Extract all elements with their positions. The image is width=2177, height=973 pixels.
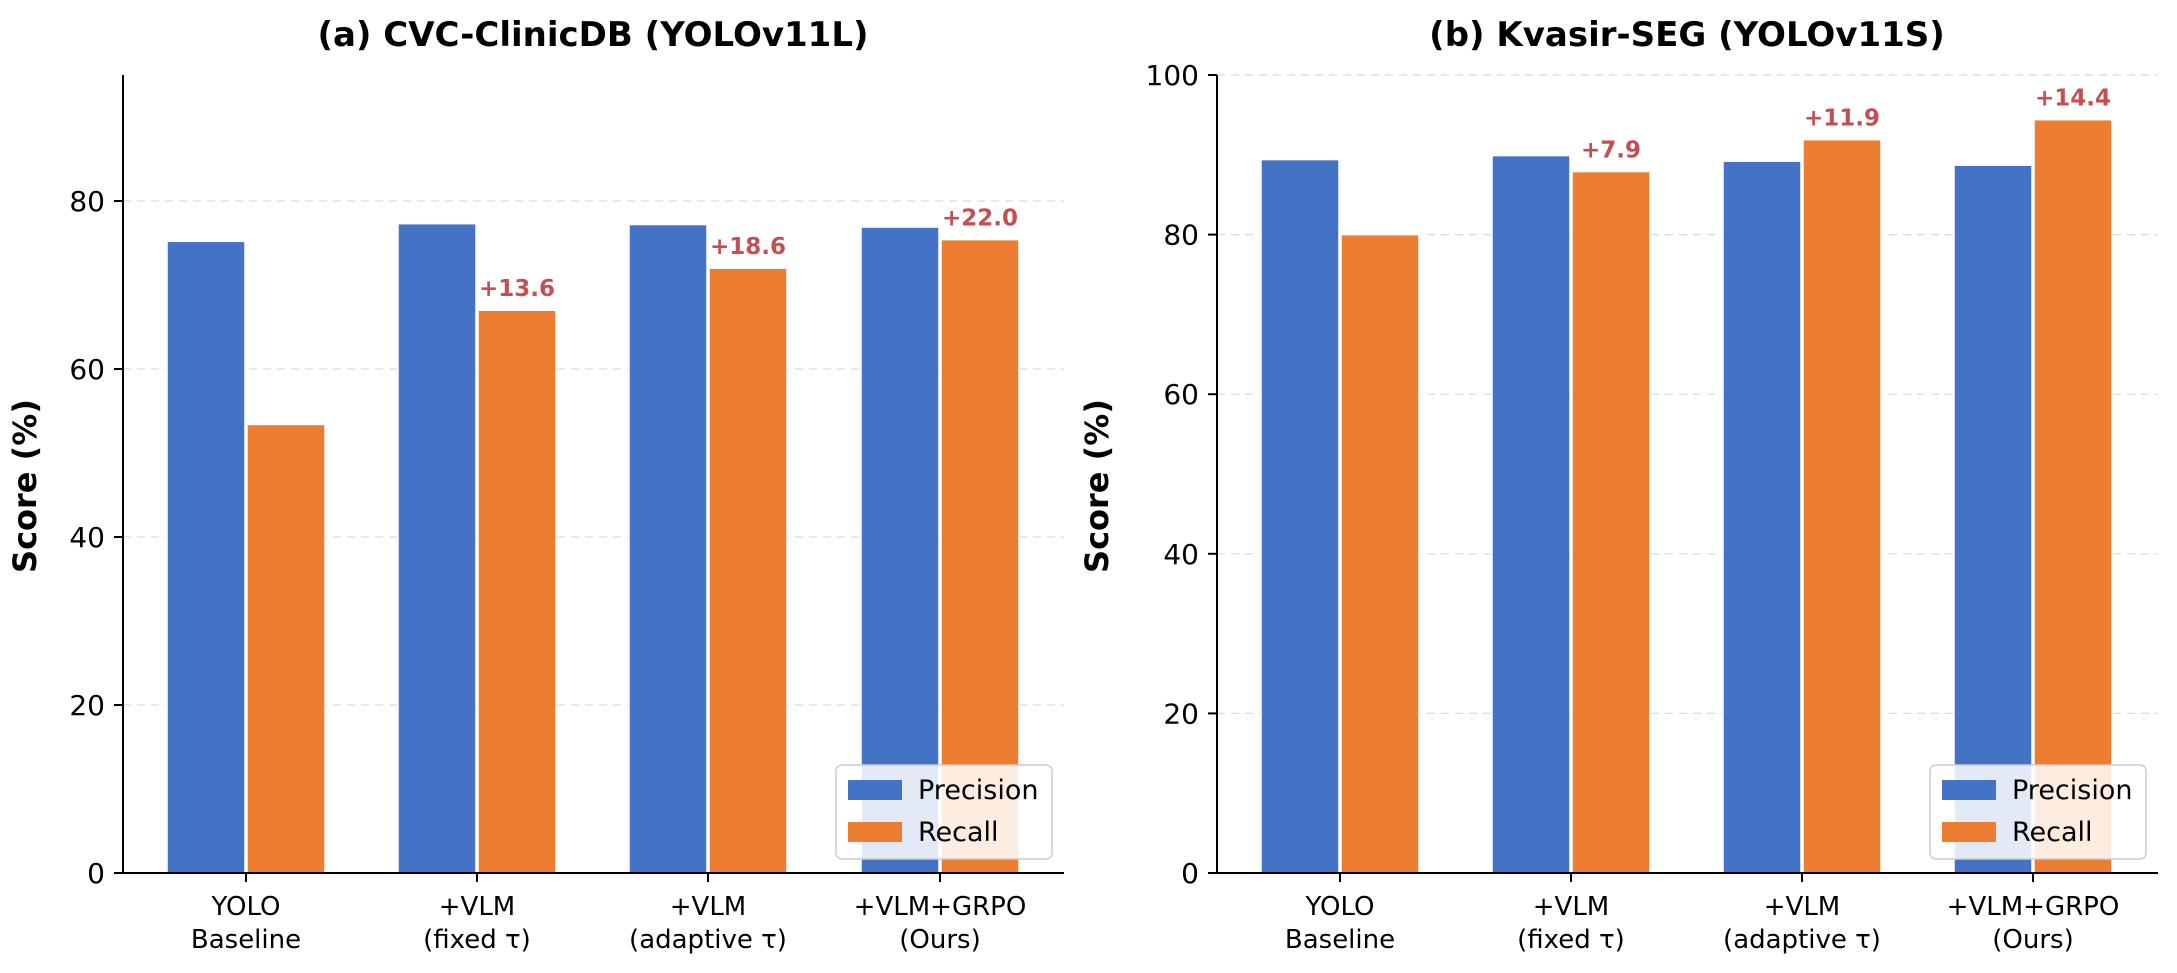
bar-precision bbox=[1260, 158, 1340, 874]
chart-title: (b) Kvasir-SEG (YOLOv11S) bbox=[1429, 15, 1945, 55]
legend-swatch bbox=[1942, 822, 1996, 842]
improvement-annotation: +7.9 bbox=[1581, 138, 1641, 164]
bar-recall bbox=[1571, 170, 1651, 874]
y-tick-label: 0 bbox=[1181, 857, 1199, 890]
bar-precision bbox=[628, 223, 708, 874]
panel-b: (b) Kvasir-SEG (YOLOv11S) Score (%) 0 20 40 6… bbox=[1078, 15, 2158, 955]
y-tick-label: 20 bbox=[1163, 697, 1199, 730]
panel-a: (a) CVC-ClinicDB (YOLOv11L) Score (%) 0 20 4… bbox=[6, 15, 1064, 955]
bar-precision bbox=[1953, 164, 2033, 874]
bar-recall bbox=[246, 423, 326, 874]
bar-recall bbox=[2033, 118, 2113, 874]
y-tick-label: 0 bbox=[87, 857, 105, 890]
x-tick-label: +VLM bbox=[670, 892, 747, 922]
bar-precision bbox=[1722, 160, 1802, 874]
legend: Precision Recall bbox=[1929, 764, 2147, 860]
x-tick-label: +VLM bbox=[1764, 892, 1841, 922]
x-tick-label: +VLM bbox=[439, 892, 516, 922]
y-tick-label: 100 bbox=[1146, 59, 1199, 92]
y-tick-label: 20 bbox=[69, 689, 105, 722]
bar-precision bbox=[166, 240, 246, 874]
x-tick-label: (fixed τ) bbox=[1517, 925, 1625, 955]
y-tick-label: 80 bbox=[69, 185, 105, 218]
bar-recall bbox=[1802, 138, 1882, 874]
improvement-annotation: +11.9 bbox=[1804, 106, 1880, 132]
x-tick-label: Baseline bbox=[191, 925, 301, 955]
improvement-annotation: +13.6 bbox=[479, 276, 555, 302]
x-tick-label: +VLM+GRPO bbox=[1947, 892, 2120, 922]
x-tick-label: +VLM+GRPO bbox=[854, 892, 1027, 922]
x-tick-label: YOLO bbox=[211, 892, 281, 922]
y-tick-label: 40 bbox=[1163, 538, 1199, 571]
improvement-annotation: +22.0 bbox=[942, 206, 1018, 232]
legend-label: Precision bbox=[2012, 775, 2132, 806]
bar-precision bbox=[1491, 154, 1571, 874]
legend-label: Recall bbox=[918, 817, 999, 848]
x-tick-label: (adaptive τ) bbox=[1723, 925, 1881, 955]
legend: Precision Recall bbox=[835, 764, 1053, 860]
legend-label: Recall bbox=[2012, 817, 2093, 848]
legend-label: Precision bbox=[918, 775, 1038, 806]
x-tick-label: Baseline bbox=[1285, 925, 1395, 955]
y-tick-label: 60 bbox=[1163, 378, 1199, 411]
chart-title: (a) CVC-ClinicDB (YOLOv11L) bbox=[317, 15, 868, 55]
x-tick-label: (adaptive τ) bbox=[629, 925, 787, 955]
bar-recall bbox=[708, 267, 788, 874]
y-axis-label: Score (%) bbox=[6, 399, 44, 573]
legend-swatch bbox=[1942, 780, 1996, 800]
bar-recall bbox=[1340, 233, 1420, 874]
x-tick-label: YOLO bbox=[1305, 892, 1375, 922]
y-tick-label: 60 bbox=[69, 353, 105, 386]
improvement-annotation: +14.4 bbox=[2035, 86, 2111, 112]
y-tick-label: 80 bbox=[1163, 219, 1199, 252]
improvement-annotation: +18.6 bbox=[710, 234, 786, 260]
x-tick-label: +VLM bbox=[1533, 892, 1610, 922]
bar-precision bbox=[397, 222, 477, 874]
legend-swatch bbox=[848, 780, 902, 800]
x-tick-label: (Ours) bbox=[899, 925, 980, 955]
x-tick-label: (fixed τ) bbox=[423, 925, 531, 955]
y-tick-label: 40 bbox=[69, 521, 105, 554]
legend-swatch bbox=[848, 822, 902, 842]
y-axis-label: Score (%) bbox=[1078, 399, 1116, 573]
x-tick-label: (Ours) bbox=[1992, 925, 2073, 955]
bar-recall bbox=[477, 309, 557, 874]
